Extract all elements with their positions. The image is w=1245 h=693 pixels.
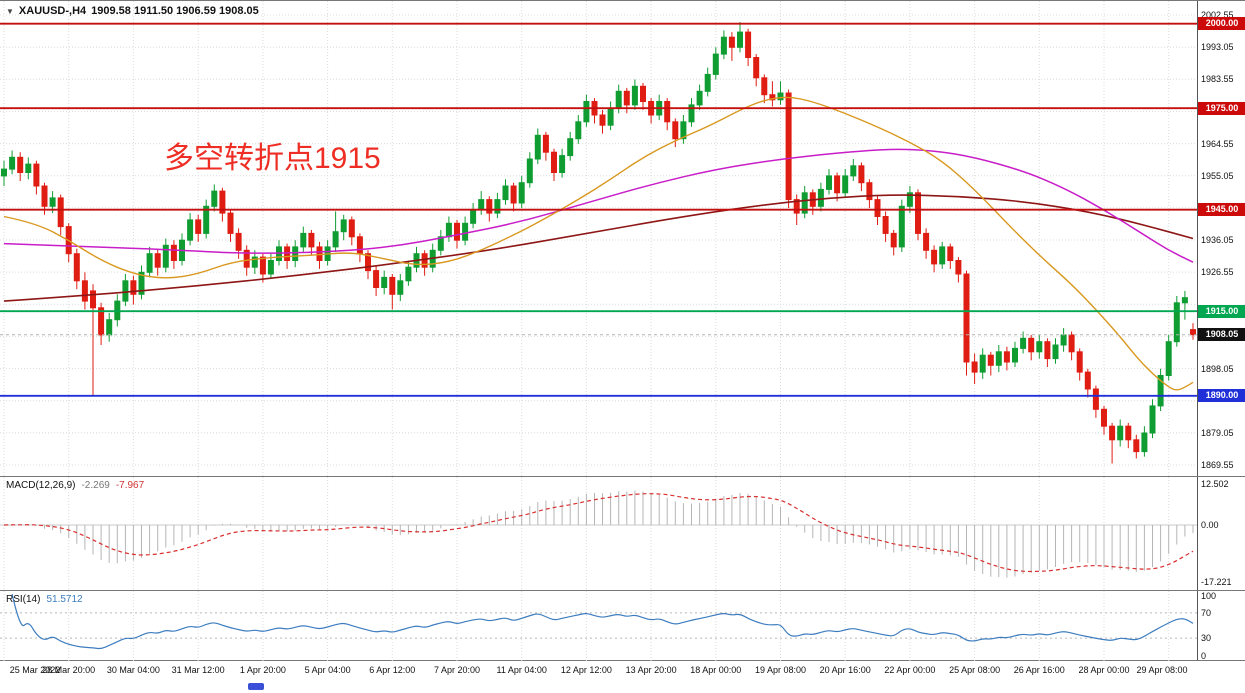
price-tick: 1898.05 [1201, 363, 1234, 374]
price-axis[interactable]: 2002.55 1993.05 1983.55 1964.55 1955.05 1936.… [1197, 1, 1245, 476]
time-tick-label: 22 Apr 00:00 [884, 665, 936, 675]
time-tick-label: 12 Apr 12:00 [560, 665, 612, 675]
time-tick-label: 28 Apr 00:00 [1078, 665, 1130, 675]
price-level-badge: 1890.00 [1198, 389, 1245, 403]
macd-tick: 12.502 [1201, 478, 1229, 489]
macd-label: MACD(12,26,9) -2.269 -7.967 [6, 480, 144, 491]
macd-name: MACD(12,26,9) [6, 480, 76, 491]
macd-main-value: -2.269 [81, 480, 110, 491]
time-tick-label: 18 Apr 00:00 [690, 665, 742, 675]
time-tick-label: 20 Apr 16:00 [819, 665, 871, 675]
main-chart-panel: ▼ XAUUSD-,H4 1909.58 1911.50 1906.59 190… [0, 0, 1245, 478]
time-tick-label: 25 Mar 2022 [9, 665, 61, 675]
time-tick-label: 25 Apr 08:00 [949, 665, 1001, 675]
vertical-gridlines [3, 591, 1170, 661]
rsi-value: 51.5712 [46, 594, 83, 605]
time-tick-label: 13 Apr 20:00 [625, 665, 677, 675]
time-tick-label: 19 Apr 08:00 [754, 665, 807, 675]
price-level-badge: 1945.00 [1198, 203, 1245, 217]
time-tick-label: 26 Apr 16:00 [1013, 665, 1065, 675]
price-tick: 1869.55 [1201, 460, 1234, 470]
price-tick: 1926.55 [1201, 267, 1234, 278]
price-tick: 1936.05 [1201, 235, 1234, 245]
time-tick-label: 31 Mar 12:00 [171, 665, 225, 675]
time-tick-label: 1 Apr 20:00 [239, 665, 286, 675]
macd-axis[interactable]: 12.502 0.00 -17.221 [1197, 477, 1245, 590]
time-tick-label: 5 Apr 04:00 [304, 665, 351, 675]
macd-panel: MACD(12,26,9) -2.269 -7.967 12.502 0.00 -1… [0, 477, 1245, 591]
rsi-axis[interactable]: 100 70 30 0 [1197, 591, 1245, 661]
time-tick-label: 6 Apr 12:00 [369, 665, 416, 675]
chart-title: ▼ XAUUSD-,H4 1909.58 1911.50 1906.59 190… [6, 5, 259, 17]
rsi-tick: 70 [1201, 607, 1212, 618]
symbol-dropdown-icon[interactable]: ▼ [6, 6, 14, 16]
price-level-badge: 1915.00 [1198, 304, 1245, 318]
time-tick-label: 7 Apr 20:00 [433, 665, 481, 675]
price-tick: 1983.55 [1201, 74, 1234, 85]
macd-histogram [11, 490, 1194, 578]
price-level-badge: 1908.05 [1198, 328, 1245, 342]
price-level-badge: 1975.00 [1198, 101, 1245, 115]
price-level-badge: 2000.00 [1198, 17, 1245, 31]
price-tick: 1964.55 [1201, 138, 1234, 149]
time-axis[interactable]: 25 Mar 2022 28 Mar 20:00 30 Mar 04:00 31 Ma… [0, 661, 1245, 680]
price-tick: 2002.55 [1201, 10, 1234, 20]
ma-darkred-line [3, 194, 1194, 302]
time-tick-label: 11 Apr 04:00 [496, 665, 547, 675]
price-tick: 1955.05 [1201, 170, 1234, 181]
price-tick: 1993.05 [1201, 42, 1234, 53]
horizontal-levels [0, 22, 1197, 397]
macd-signal-value: -7.967 [115, 480, 145, 491]
time-tick-label: 30 Mar 04:00 [106, 665, 160, 675]
macd-tick: 0.00 [1201, 520, 1219, 530]
time-tick-label: 28 Mar 20:00 [42, 665, 96, 675]
rsi-tick: 0 [1201, 651, 1207, 661]
ma-orange-line [3, 96, 1194, 391]
annotation-text: 多空转折点1915 [164, 142, 381, 175]
rsi-line [11, 593, 1194, 650]
macd-tick: -17.221 [1201, 577, 1232, 588]
scrollbar-thumb[interactable] [248, 683, 264, 690]
candles-layer [1, 22, 1196, 464]
ma-magenta-line [3, 148, 1194, 263]
symbol-period-label: XAUUSD-,H4 [18, 5, 87, 17]
ohlc-values: 1909.58 1911.50 1906.59 1908.05 [91, 5, 259, 17]
rsi-tick: 100 [1201, 591, 1217, 601]
macd-chart[interactable] [0, 477, 1197, 591]
rsi-panel: RSI(14) 51.5712 100 70 30 0 [0, 591, 1245, 661]
rsi-name: RSI(14) [6, 594, 41, 605]
rsi-chart[interactable] [0, 591, 1197, 661]
rsi-label: RSI(14) 51.5712 [6, 594, 83, 605]
bottom-strip [0, 680, 1245, 693]
time-tick-label: 29 Apr 08:00 [1136, 665, 1188, 675]
price-tick: 1879.05 [1201, 427, 1234, 438]
rsi-tick: 30 [1201, 633, 1212, 644]
price-chart[interactable] [0, 1, 1197, 478]
